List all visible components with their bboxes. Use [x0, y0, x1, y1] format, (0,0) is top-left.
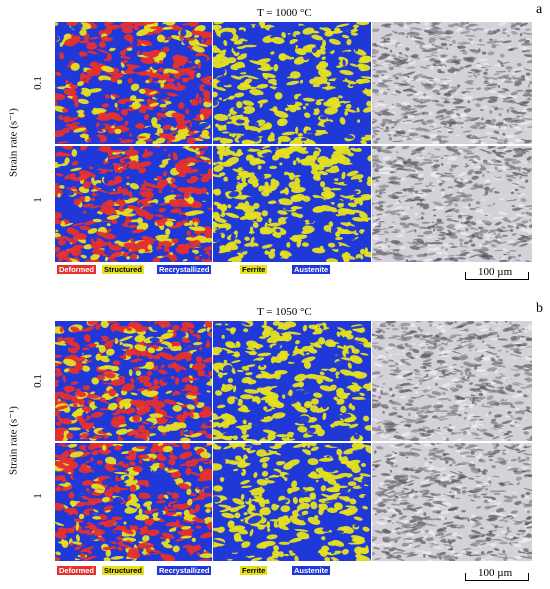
panel-a-ylabel: Strain rate (s⁻¹) [7, 108, 20, 177]
scale-bar-a-label: 100 µm [478, 266, 513, 278]
micrograph-texture [372, 146, 532, 262]
micrograph-b-grain-r1 [55, 321, 212, 441]
micrograph-texture [372, 321, 532, 441]
panel-b-letter: b [536, 301, 543, 316]
legend-b-recrystallized: Recrystallized [157, 566, 212, 575]
scale-bar-a [465, 272, 529, 280]
legend-a-recrystallized: Recrystallized [157, 265, 212, 274]
legend-a-ferrite: Ferrite [240, 265, 268, 274]
panel-b-row-label-1: 0.1 [32, 374, 44, 388]
panel-a-row-label-2: 1 [32, 197, 44, 203]
micrograph-b-phase-r1 [213, 321, 371, 441]
legend-a-structured: Structured [102, 265, 144, 274]
micrograph-b-optical-r1 [372, 321, 532, 441]
micrograph-texture [372, 443, 532, 561]
panel-a-row-label-1: 0.1 [32, 76, 44, 90]
micrograph-a-grain-r1 [55, 22, 212, 144]
micrograph-texture [213, 22, 371, 144]
micrograph-a-optical-r1 [372, 22, 532, 144]
legend-b-deformed: Deformed [57, 566, 97, 575]
micrograph-a-phase-r2 [213, 146, 371, 262]
legend-b-structured: Structured [102, 566, 144, 575]
micrograph-texture [55, 321, 212, 441]
panel-b-row-label-2: 1 [32, 493, 44, 499]
micrograph-texture [213, 321, 371, 441]
micrograph-a-grain-r2 [55, 146, 212, 262]
micrograph-texture [372, 22, 532, 144]
scale-bar-b-label: 100 µm [478, 567, 513, 579]
micrograph-b-grain-r2 [55, 443, 212, 561]
micrograph-texture [213, 443, 371, 561]
panel-b-ylabel: Strain rate (s⁻¹) [7, 406, 20, 475]
micrograph-a-phase-r1 [213, 22, 371, 144]
micrograph-a-optical-r2 [372, 146, 532, 262]
legend-a-austenite: Austenite [292, 265, 331, 274]
scale-bar-b [465, 573, 529, 581]
micrograph-texture [55, 146, 212, 262]
panel-a-letter: a [536, 2, 543, 17]
micrograph-b-optical-r2 [372, 443, 532, 561]
micrograph-texture [55, 443, 212, 561]
micrograph-texture [55, 22, 212, 144]
legend-b-ferrite: Ferrite [240, 566, 268, 575]
panel-b-title: T = 1050 °C [257, 306, 312, 318]
legend-a-deformed: Deformed [57, 265, 97, 274]
micrograph-b-phase-r2 [213, 443, 371, 561]
panel-a-title: T = 1000 °C [257, 7, 312, 19]
micrograph-texture [213, 146, 371, 262]
legend-b-austenite: Austenite [292, 566, 331, 575]
